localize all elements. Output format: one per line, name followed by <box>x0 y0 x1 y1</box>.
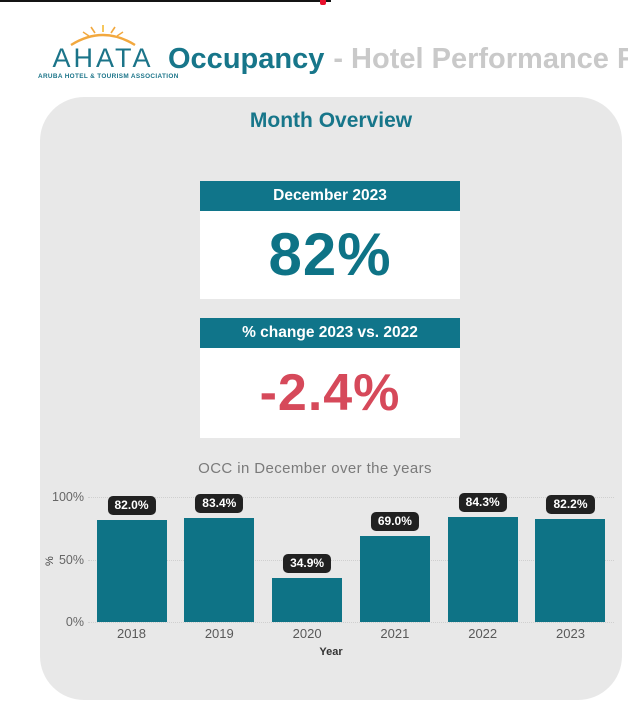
x-axis-title: Year <box>319 646 343 658</box>
logo-subtext: ARUBA HOTEL & TOURISM ASSOCIATION <box>38 73 179 80</box>
top-progress-line <box>0 0 331 2</box>
bar-2018[interactable] <box>96 519 167 622</box>
kpi-card-occupancy-body: 82% <box>200 211 460 299</box>
bar-2023[interactable] <box>535 519 606 622</box>
occupancy-bar-chart: % 100% 50% 0% 82.0% 83.4% 34.9% 69.0% 84.3% 82.… <box>40 97 622 700</box>
kpi-card-occupancy: December 2023 82% <box>200 181 460 299</box>
data-label-2020: 34.9% <box>283 554 332 574</box>
page-title-rest: - Hotel Performance R <box>333 43 628 75</box>
bar-slot-2021: 69.0% <box>351 497 438 622</box>
gridline-100% <box>88 497 614 498</box>
change-value: -2.4% <box>259 364 401 422</box>
y-tick-0%: 0% <box>65 615 84 629</box>
data-label-2021: 69.0% <box>370 511 419 531</box>
bar-2019[interactable] <box>184 517 255 622</box>
occupancy-value: 82% <box>268 221 392 288</box>
gridline-50% <box>88 559 614 561</box>
x-tick-2019: 2019 <box>204 626 234 641</box>
bar-slot-2023: 82.2% <box>527 495 614 622</box>
bar-2021[interactable] <box>359 535 430 622</box>
bar-slot-2022: 84.3% <box>439 492 526 622</box>
x-tick-2023: 2023 <box>556 626 585 641</box>
x-axis-ticks: 2018 2019 2020 2021 2022 2023 <box>88 626 614 641</box>
x-tick-2021: 2021 <box>380 626 410 641</box>
page-title: Occupancy - Hotel Performance R <box>168 42 628 76</box>
sun-rays-icon <box>70 25 136 46</box>
bar-series: 82.0% 83.4% 34.9% 69.0% 84.3% 82.2% <box>88 492 614 622</box>
bar-slot-2019: 83.4% <box>176 493 263 622</box>
bar-2022[interactable] <box>447 516 518 622</box>
bar-2020[interactable] <box>272 578 343 622</box>
kpi-card-change: % change 2023 vs. 2022 -2.4% <box>200 318 460 438</box>
bar-slot-2020: 34.9% <box>264 497 351 622</box>
data-label-2022: 84.3% <box>458 492 507 512</box>
ahata-logo: AHATA ARUBA HOTEL & TOURISM ASSOCIATION <box>38 24 179 80</box>
x-tick-2020: 2020 <box>292 626 322 641</box>
gridline-0% <box>88 622 614 623</box>
data-label-2018: 82.0% <box>107 495 156 515</box>
page-title-accent: Occupancy <box>168 43 325 75</box>
logo-text: AHATA <box>52 43 154 73</box>
data-label-2019: 83.4% <box>195 493 244 513</box>
x-tick-2022: 2022 <box>468 626 498 641</box>
y-tick-100%: 100% <box>52 490 84 504</box>
kpi-card-occupancy-header: December 2023 <box>200 181 460 211</box>
x-tick-2018: 2018 <box>117 626 146 641</box>
month-overview-panel: Month Overview December 2023 82% % chang… <box>40 97 622 700</box>
plot-area: 82.0% 83.4% 34.9% 69.0% 84.3% 82.2% <box>88 492 614 623</box>
kpi-card-change-header: % change 2023 vs. 2022 <box>200 318 460 348</box>
panel-title: Month Overview <box>249 109 413 132</box>
chart-title: OCC in December over the years <box>198 460 432 477</box>
data-label-2023: 82.2% <box>546 495 595 515</box>
bar-slot-2018: 82.0% <box>88 495 175 622</box>
top-red-marker <box>320 0 326 5</box>
y-tick-50%: 50% <box>58 552 84 567</box>
kpi-card-change-body: -2.4% <box>200 348 460 438</box>
